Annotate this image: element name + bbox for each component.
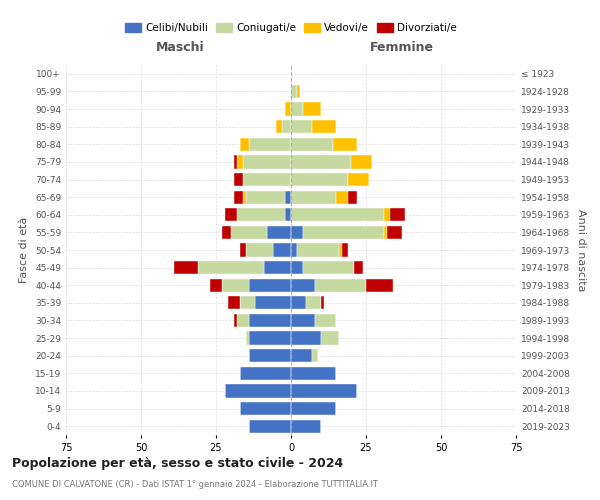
Bar (321, 296, 324, 310)
Bar (249, 349, 291, 362)
Bar (282, 120, 291, 134)
Bar (234, 314, 237, 327)
Bar (303, 226, 384, 239)
Bar (243, 190, 246, 204)
Bar (276, 120, 282, 134)
Bar (249, 314, 291, 327)
Bar (312, 349, 318, 362)
Bar (348, 190, 357, 204)
Bar (315, 314, 336, 327)
Bar (384, 208, 390, 222)
Bar (291, 244, 297, 256)
Bar (297, 85, 300, 98)
Bar (234, 173, 243, 186)
Bar (291, 226, 303, 239)
Bar (291, 366, 336, 380)
Bar (249, 420, 291, 433)
Bar (237, 156, 243, 168)
Bar (291, 296, 306, 310)
Bar (240, 138, 249, 151)
Bar (267, 226, 291, 239)
Bar (303, 261, 354, 274)
Bar (225, 384, 291, 398)
Bar (210, 278, 222, 292)
Bar (303, 102, 321, 116)
Bar (225, 208, 237, 222)
Bar (228, 296, 240, 310)
Bar (291, 102, 303, 116)
Bar (291, 120, 312, 134)
Bar (354, 261, 363, 274)
Bar (291, 278, 315, 292)
Y-axis label: Anni di nascita: Anni di nascita (575, 209, 586, 291)
Bar (351, 156, 372, 168)
Bar (291, 156, 351, 168)
Bar (246, 190, 285, 204)
Bar (390, 208, 405, 222)
Bar (237, 314, 249, 327)
Legend: Celibi/Nubili, Coniugati/e, Vedovi/e, Divorziati/e: Celibi/Nubili, Coniugati/e, Vedovi/e, Di… (121, 18, 461, 37)
Bar (240, 366, 291, 380)
Bar (249, 332, 291, 344)
Text: Maschi: Maschi (155, 42, 205, 54)
Bar (234, 156, 237, 168)
Bar (291, 314, 315, 327)
Bar (291, 402, 336, 415)
Bar (174, 261, 198, 274)
Bar (387, 226, 402, 239)
Bar (348, 173, 369, 186)
Bar (306, 296, 321, 310)
Bar (333, 138, 357, 151)
Bar (291, 332, 321, 344)
Bar (297, 244, 339, 256)
Bar (315, 278, 366, 292)
Bar (249, 138, 291, 151)
Bar (243, 156, 291, 168)
Bar (342, 244, 348, 256)
Bar (291, 190, 336, 204)
Bar (291, 173, 348, 186)
Bar (198, 261, 264, 274)
Bar (366, 278, 393, 292)
Text: Femmine: Femmine (370, 42, 434, 54)
Bar (285, 208, 291, 222)
Bar (234, 190, 243, 204)
Bar (291, 208, 384, 222)
Bar (291, 261, 303, 274)
Bar (291, 85, 297, 98)
Bar (336, 190, 348, 204)
Bar (240, 296, 255, 310)
Bar (321, 332, 339, 344)
Bar (291, 420, 321, 433)
Bar (384, 226, 387, 239)
Bar (231, 226, 267, 239)
Bar (291, 138, 333, 151)
Bar (273, 244, 291, 256)
Bar (246, 332, 249, 344)
Bar (237, 208, 285, 222)
Bar (291, 384, 357, 398)
Bar (312, 120, 336, 134)
Bar (291, 349, 312, 362)
Bar (255, 296, 291, 310)
Bar (222, 278, 249, 292)
Bar (240, 402, 291, 415)
Bar (285, 102, 291, 116)
Text: Popolazione per età, sesso e stato civile - 2024: Popolazione per età, sesso e stato civil… (12, 458, 343, 470)
Y-axis label: Fasce di età: Fasce di età (19, 217, 29, 283)
Bar (243, 173, 291, 186)
Bar (240, 244, 246, 256)
Bar (339, 244, 342, 256)
Bar (222, 226, 231, 239)
Text: COMUNE DI CALVATONE (CR) - Dati ISTAT 1° gennaio 2024 - Elaborazione TUTTITALIA.: COMUNE DI CALVATONE (CR) - Dati ISTAT 1°… (12, 480, 378, 489)
Bar (285, 190, 291, 204)
Bar (264, 261, 291, 274)
Bar (246, 244, 273, 256)
Bar (249, 278, 291, 292)
